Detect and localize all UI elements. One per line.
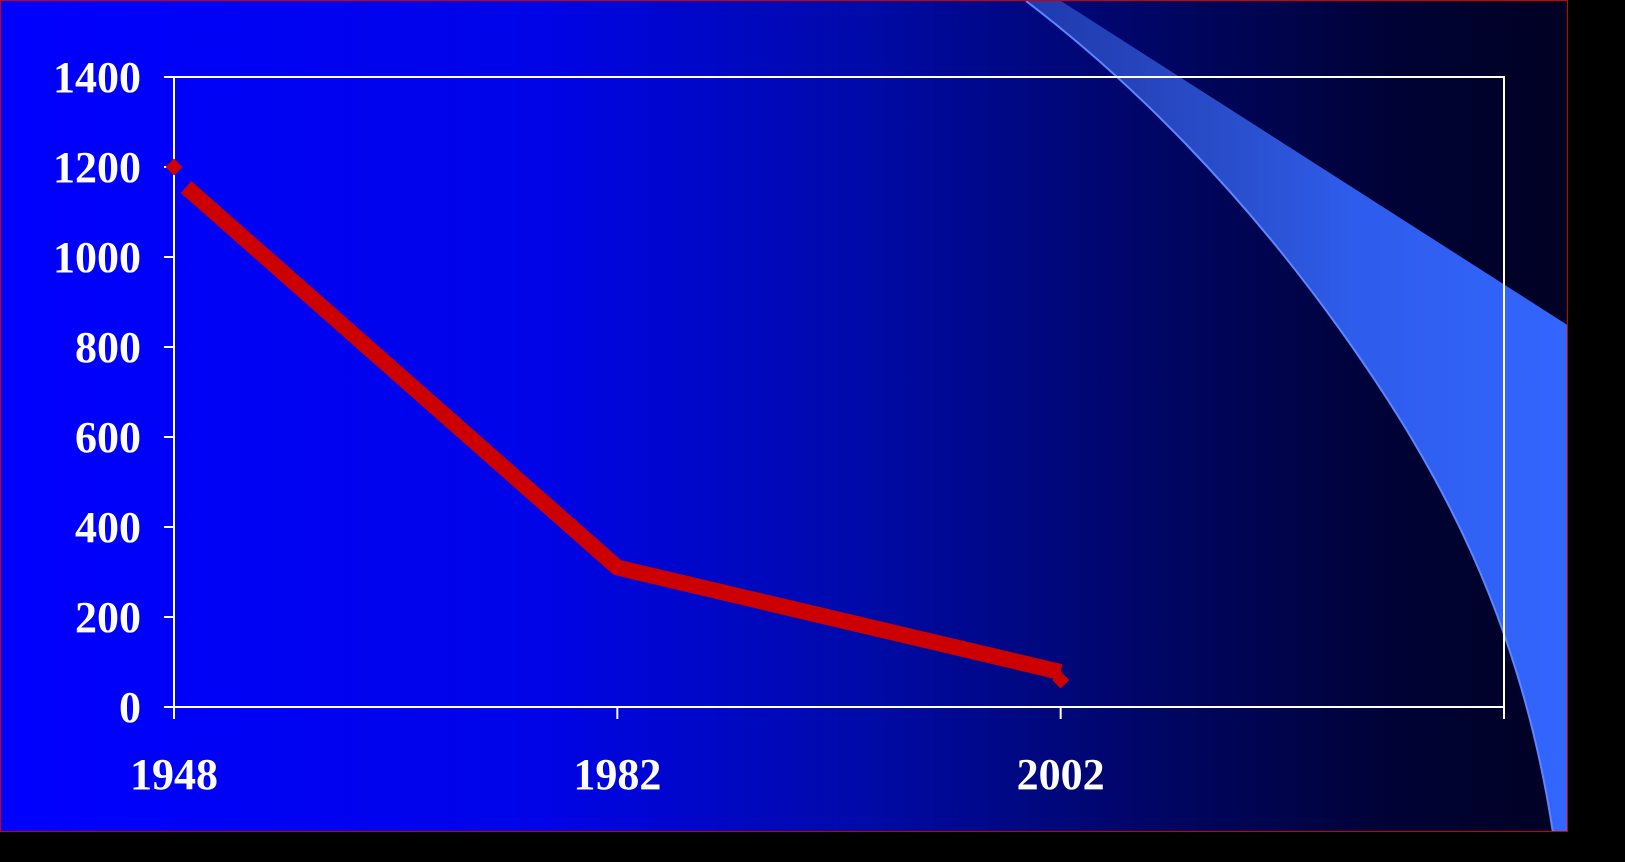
- y-tick-label: 0: [119, 683, 141, 732]
- x-tick-label: 2002: [1017, 750, 1105, 799]
- y-tick-label: 1200: [53, 143, 141, 192]
- line-chart: 0 200 400 600 800 1000 1200 1400 1948 1982 2002: [53, 1, 1567, 831]
- y-tick-label: 1400: [53, 53, 141, 102]
- series-line: [180, 181, 1063, 680]
- y-tick-label: 200: [75, 593, 141, 642]
- y-tick-label: 800: [75, 323, 141, 372]
- data-point: [1052, 671, 1070, 689]
- plot-area: 0 200 400 600 800 1000 1200 1400 1948 1982 2002: [53, 53, 1505, 799]
- y-tick-label: 1000: [53, 233, 141, 282]
- x-tick-label: 1982: [573, 750, 661, 799]
- y-tick-label: 400: [75, 503, 141, 552]
- decorative-swoosh-edge: [1025, 1, 1554, 831]
- decorative-swoosh: [1026, 1, 1567, 831]
- y-tick-label: 600: [75, 413, 141, 462]
- x-tick-label: 1948: [130, 750, 218, 799]
- plot-frame: [173, 76, 1505, 708]
- data-point: [165, 158, 183, 176]
- data-point: [608, 559, 626, 576]
- slide: 0 200 400 600 800 1000 1200 1400 1948 1982 2002: [0, 0, 1568, 832]
